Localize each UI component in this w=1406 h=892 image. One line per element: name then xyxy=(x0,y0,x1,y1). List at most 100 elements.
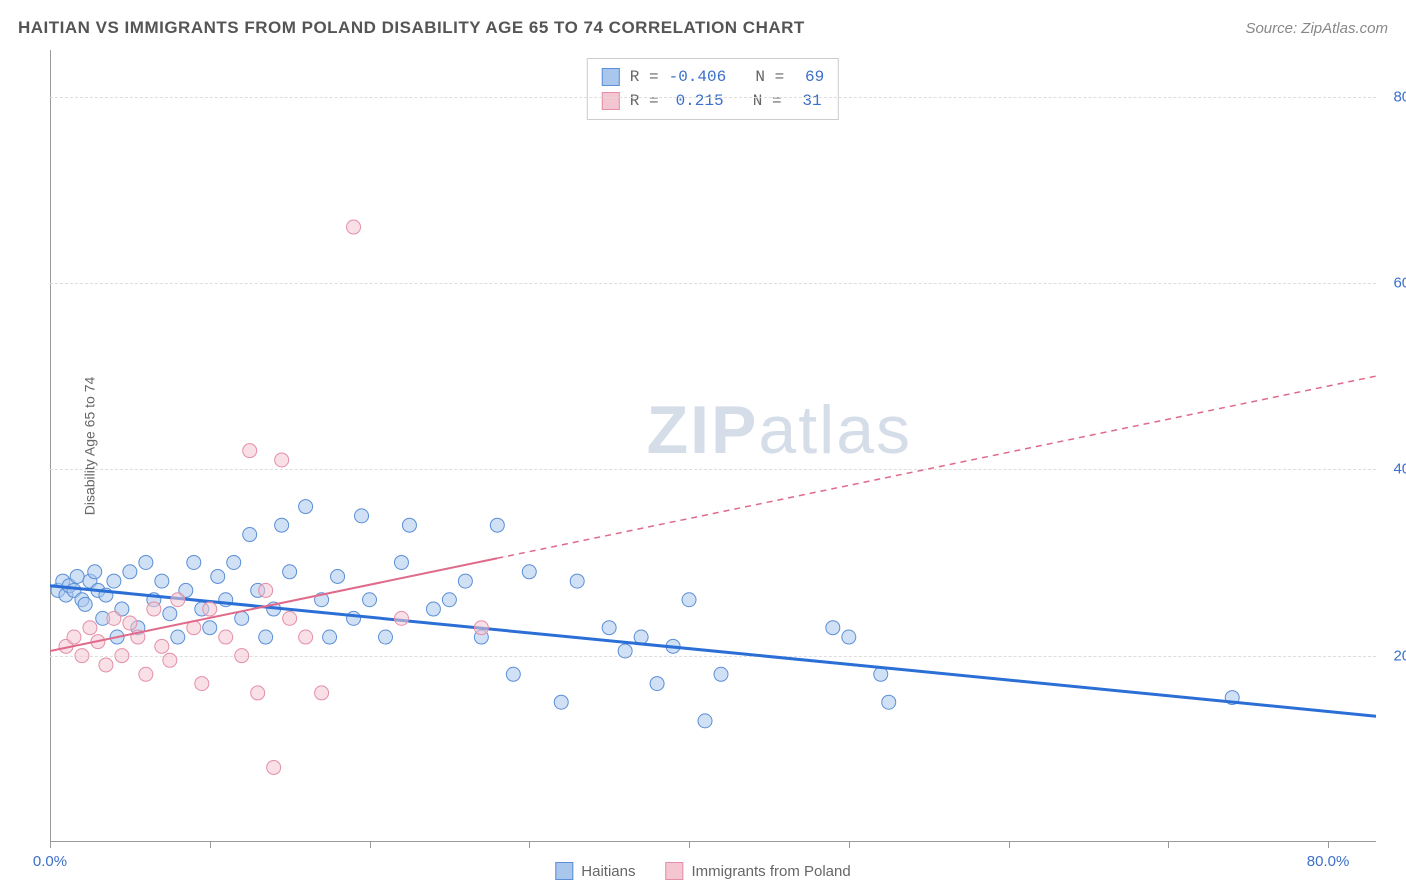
x-tick xyxy=(210,842,211,848)
legend-swatch xyxy=(555,862,573,880)
scatter-point xyxy=(187,555,201,569)
scatter-point xyxy=(882,695,896,709)
scatter-point xyxy=(163,653,177,667)
scatter-point xyxy=(402,518,416,532)
scatter-point xyxy=(107,611,121,625)
scatter-point xyxy=(235,611,249,625)
scatter-point xyxy=(842,630,856,644)
scatter-point xyxy=(506,667,520,681)
scatter-point xyxy=(203,602,217,616)
scatter-point xyxy=(139,555,153,569)
x-tick xyxy=(1328,842,1329,848)
scatter-point xyxy=(618,644,632,658)
scatter-point xyxy=(147,602,161,616)
scatter-point xyxy=(219,630,233,644)
scatter-point xyxy=(235,649,249,663)
scatter-point xyxy=(283,611,297,625)
scatter-point xyxy=(163,607,177,621)
legend-label: Immigrants from Poland xyxy=(691,863,850,880)
scatter-point xyxy=(171,593,185,607)
scatter-point xyxy=(554,695,568,709)
scatter-point xyxy=(88,565,102,579)
x-tick-label: 0.0% xyxy=(33,853,67,870)
x-tick xyxy=(1009,842,1010,848)
scatter-point xyxy=(115,649,129,663)
scatter-point xyxy=(650,677,664,691)
scatter-point xyxy=(299,500,313,514)
scatter-point xyxy=(123,565,137,579)
scatter-point xyxy=(243,528,257,542)
scatter-point xyxy=(458,574,472,588)
scatter-point xyxy=(442,593,456,607)
x-tick xyxy=(849,842,850,848)
y-tick-label: 20.0% xyxy=(1381,647,1406,664)
scatter-point xyxy=(490,518,504,532)
scatter-point xyxy=(67,630,81,644)
scatter-point xyxy=(394,611,408,625)
scatter-point xyxy=(331,569,345,583)
scatter-point xyxy=(78,597,92,611)
trend-line-dashed xyxy=(497,376,1376,558)
x-tick xyxy=(1168,842,1169,848)
scatter-point xyxy=(70,569,84,583)
scatter-point xyxy=(283,565,297,579)
scatter-point xyxy=(474,621,488,635)
scatter-point xyxy=(155,574,169,588)
scatter-point xyxy=(602,621,616,635)
legend-swatch xyxy=(665,862,683,880)
scatter-point xyxy=(634,630,648,644)
scatter-point xyxy=(227,555,241,569)
scatter-point xyxy=(714,667,728,681)
bottom-legend: Haitians Immigrants from Poland xyxy=(555,862,850,880)
scatter-point xyxy=(155,639,169,653)
scatter-point xyxy=(299,630,313,644)
y-tick-label: 40.0% xyxy=(1381,461,1406,478)
scatter-point xyxy=(378,630,392,644)
header: HAITIAN VS IMMIGRANTS FROM POLAND DISABI… xyxy=(18,18,1388,38)
scatter-point xyxy=(394,555,408,569)
scatter-point xyxy=(363,593,377,607)
scatter-point xyxy=(83,621,97,635)
chart-title: HAITIAN VS IMMIGRANTS FROM POLAND DISABI… xyxy=(18,18,805,38)
scatter-point xyxy=(203,621,217,635)
scatter-point xyxy=(259,583,273,597)
scatter-point xyxy=(195,677,209,691)
scatter-point xyxy=(698,714,712,728)
x-tick xyxy=(689,842,690,848)
scatter-point xyxy=(347,611,361,625)
scatter-point xyxy=(123,616,137,630)
scatter-point xyxy=(259,630,273,644)
scatter-point xyxy=(107,574,121,588)
scatter-point xyxy=(355,509,369,523)
trend-line xyxy=(50,586,1376,716)
scatter-point xyxy=(99,658,113,672)
legend-label: Haitians xyxy=(581,863,635,880)
y-tick-label: 60.0% xyxy=(1381,274,1406,291)
scatter-svg xyxy=(50,50,1376,842)
plot-region: ZIPatlas R =-0.406 N =69R =0.215 N =31 2… xyxy=(50,50,1376,842)
scatter-point xyxy=(826,621,840,635)
scatter-point xyxy=(75,649,89,663)
x-tick xyxy=(50,842,51,848)
scatter-point xyxy=(323,630,337,644)
scatter-point xyxy=(522,565,536,579)
scatter-point xyxy=(211,569,225,583)
scatter-point xyxy=(570,574,584,588)
scatter-point xyxy=(426,602,440,616)
scatter-point xyxy=(243,444,257,458)
scatter-point xyxy=(682,593,696,607)
x-tick xyxy=(370,842,371,848)
x-tick-label: 80.0% xyxy=(1307,853,1350,870)
chart-area: Disability Age 65 to 74 ZIPatlas R =-0.4… xyxy=(50,50,1376,842)
legend-item: Haitians xyxy=(555,862,635,880)
legend-item: Immigrants from Poland xyxy=(665,862,850,880)
scatter-point xyxy=(347,220,361,234)
scatter-point xyxy=(275,453,289,467)
source-label: Source: ZipAtlas.com xyxy=(1245,20,1388,37)
scatter-point xyxy=(267,760,281,774)
scatter-point xyxy=(251,686,265,700)
y-tick-label: 80.0% xyxy=(1381,88,1406,105)
scatter-point xyxy=(275,518,289,532)
x-tick xyxy=(529,842,530,848)
scatter-point xyxy=(171,630,185,644)
